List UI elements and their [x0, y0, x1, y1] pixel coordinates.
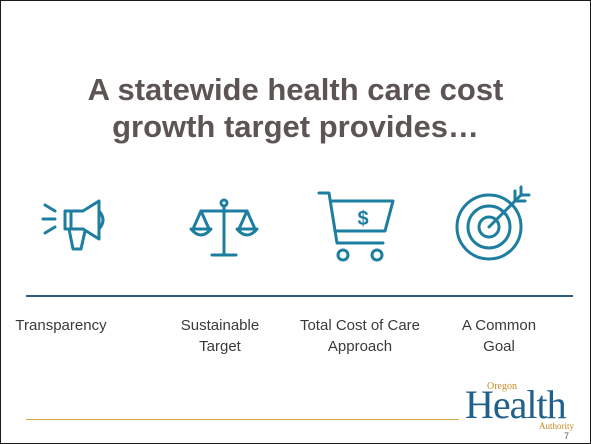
title-line-1: A statewide health care cost	[87, 72, 504, 107]
page-number: 7	[564, 431, 570, 441]
item-label-total-cost-of-care: Total Cost of Care Approach	[299, 317, 421, 355]
divider-gold	[26, 419, 459, 420]
divider-blue	[26, 295, 573, 297]
item-label-transparency: Transparency	[15, 317, 107, 334]
item-label-common-goal: A Common Goal	[461, 317, 537, 355]
slide-title: A statewide health care cost growth targ…	[1, 71, 590, 145]
item-label-sustainable-target: Sustainable Target	[180, 317, 260, 355]
oregon-health-authority-logo: Health Oregon Authority	[463, 379, 583, 431]
megaphone-icon	[39, 181, 129, 271]
logo-authority: Authority	[539, 421, 574, 431]
title-line-2: growth target provides…	[112, 109, 479, 144]
svg-text:$: $	[357, 208, 368, 230]
logo-oregon: Oregon	[487, 381, 517, 392]
logo-word: Health	[465, 382, 567, 427]
target-arrow-icon	[449, 181, 539, 271]
shopping-cart-dollar-icon: $	[313, 181, 403, 271]
scales-icon	[179, 181, 269, 271]
